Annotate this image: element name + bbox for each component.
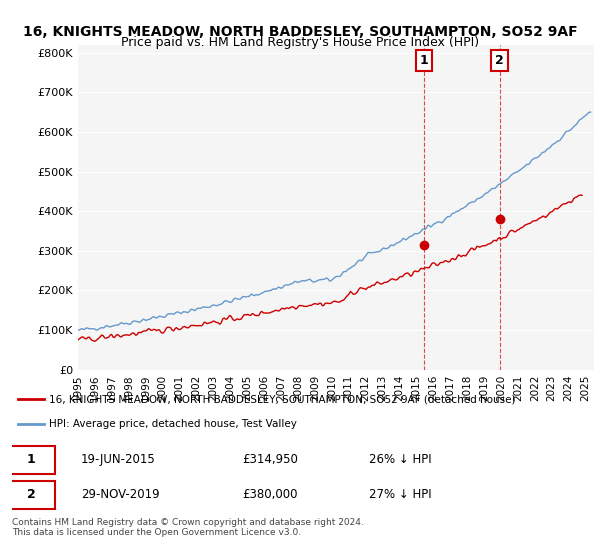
Text: 19-JUN-2015: 19-JUN-2015 [81, 454, 156, 466]
Text: 29-NOV-2019: 29-NOV-2019 [81, 488, 160, 501]
FancyBboxPatch shape [6, 481, 55, 509]
Text: HPI: Average price, detached house, Test Valley: HPI: Average price, detached house, Test… [49, 419, 298, 429]
Text: 27% ↓ HPI: 27% ↓ HPI [369, 488, 432, 501]
Text: 1: 1 [26, 454, 35, 466]
Text: 2: 2 [26, 488, 35, 501]
Text: 26% ↓ HPI: 26% ↓ HPI [369, 454, 432, 466]
FancyBboxPatch shape [6, 446, 55, 474]
Text: 2: 2 [495, 54, 504, 67]
Text: Contains HM Land Registry data © Crown copyright and database right 2024.
This d: Contains HM Land Registry data © Crown c… [12, 518, 364, 538]
Text: 16, KNIGHTS MEADOW, NORTH BADDESLEY, SOUTHAMPTON, SO52 9AF: 16, KNIGHTS MEADOW, NORTH BADDESLEY, SOU… [23, 25, 577, 39]
Text: Price paid vs. HM Land Registry's House Price Index (HPI): Price paid vs. HM Land Registry's House … [121, 36, 479, 49]
Text: £380,000: £380,000 [242, 488, 298, 501]
Text: £314,950: £314,950 [242, 454, 298, 466]
Text: 16, KNIGHTS MEADOW, NORTH BADDESLEY, SOUTHAMPTON, SO52 9AF (detached house): 16, KNIGHTS MEADOW, NORTH BADDESLEY, SOU… [49, 394, 516, 404]
Text: 1: 1 [420, 54, 428, 67]
